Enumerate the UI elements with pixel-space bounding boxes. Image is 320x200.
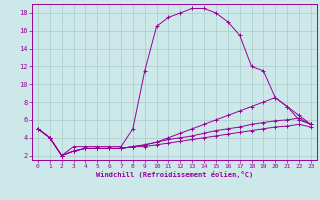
X-axis label: Windchill (Refroidissement éolien,°C): Windchill (Refroidissement éolien,°C) xyxy=(96,171,253,178)
